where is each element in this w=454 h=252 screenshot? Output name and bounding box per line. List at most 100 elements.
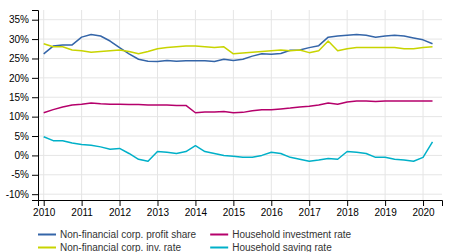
legend-label: Non-financial corp. profit share [60, 229, 197, 240]
legend-swatch [210, 247, 228, 249]
y-tick-mark [32, 39, 38, 40]
x-tick-mark [120, 200, 121, 206]
grid-line-y [38, 97, 442, 98]
grid-line-y [38, 174, 442, 175]
grid-line-y [38, 39, 442, 40]
grid-line-x [385, 10, 386, 200]
x-tick: 2012 [109, 200, 132, 218]
x-tick-label: 2019 [374, 207, 397, 218]
y-tick-label: 30% [9, 34, 29, 45]
y-tick-label: 20% [9, 73, 29, 84]
y-tick-mark [32, 175, 38, 176]
grid-line-x [233, 10, 234, 200]
x-tick: 2020 [412, 200, 435, 218]
grid [38, 10, 442, 200]
x-tick-mark [347, 200, 348, 206]
x-tick-mark [309, 200, 310, 206]
x-axis-line [39, 201, 443, 207]
legend-swatch [210, 234, 228, 236]
y-axis-line [32, 11, 39, 201]
x-tick: 2013 [147, 200, 170, 218]
y-tick-label: 10% [9, 111, 29, 122]
chart-container: 2010 2011 2012 2013 2014 2015 2016 2017 2018 2019… [0, 0, 454, 252]
x-tick-mark [44, 200, 45, 206]
y-tick: 15% [9, 92, 38, 103]
grid-line-x [271, 10, 272, 200]
y-tick: 5% [15, 131, 38, 142]
x-tick-mark [385, 200, 386, 206]
y-tick-label: 0% [15, 150, 30, 161]
lines [44, 34, 433, 161]
y-tick: 10% [9, 111, 38, 122]
x-tick-label: 2015 [223, 207, 246, 218]
y-tick-label: -10% [6, 189, 29, 200]
y-tick-mark [32, 20, 38, 21]
grid-line-x [423, 10, 424, 200]
y-tick-mark [32, 155, 38, 156]
series-line [44, 101, 433, 113]
y-tick-mark [32, 58, 38, 59]
grid-line-x [347, 10, 348, 200]
y-tick-label: 5% [15, 131, 30, 142]
y-tick-mark [32, 117, 38, 118]
y-tick-label: -5% [11, 169, 29, 180]
x-tick-label: 2020 [412, 207, 435, 218]
series-line [44, 137, 433, 161]
x-tick: 2015 [223, 200, 246, 218]
legend-item: Non-financial corp. profit share [38, 229, 197, 240]
legend-swatch [38, 247, 56, 249]
legend-swatch [38, 234, 56, 236]
x-tick-mark [271, 200, 272, 206]
x-tick-mark [157, 200, 158, 206]
x-tick-mark [423, 200, 424, 206]
legend: Non-financial corp. profit share Househol… [38, 229, 352, 252]
legend-label: Household investment rate [232, 229, 351, 240]
x-tick: 2019 [374, 200, 397, 218]
y-tick-mark [32, 194, 38, 195]
grid-line-y [38, 136, 442, 137]
legend-label: Non-financial corp. inv. rate [60, 242, 181, 252]
grid-line-x [309, 10, 310, 200]
x-tick-label: 2016 [261, 207, 284, 218]
legend-label: Household saving rate [232, 242, 332, 252]
x-axis: 2010 2011 2012 2013 2014 2015 2016 2017 2018 2019… [33, 200, 442, 218]
y-tick: -10% [6, 189, 38, 200]
x-tick: 2016 [261, 200, 284, 218]
series-line [44, 34, 433, 61]
legend-item: Household investment rate [210, 229, 351, 240]
x-tick-label: 2014 [185, 207, 208, 218]
legend-item: Non-financial corp. inv. rate [38, 242, 181, 252]
grid-line-x [43, 10, 44, 200]
grid-line-y [38, 155, 442, 156]
grid-line-y [38, 19, 442, 20]
x-tick-mark [82, 200, 83, 206]
grid-line-y [38, 77, 442, 78]
x-tick: 2011 [71, 200, 93, 218]
x-tick-label: 2012 [109, 207, 132, 218]
chart: 2010 2011 2012 2013 2014 2015 2016 2017 2018 2019… [0, 0, 454, 252]
x-tick-mark [233, 200, 234, 206]
series-line [44, 41, 433, 54]
legend-item: Household saving rate [210, 242, 332, 252]
grid-line-y [38, 58, 442, 59]
y-tick-mark [32, 97, 38, 98]
y-tick: 25% [9, 53, 38, 64]
x-tick-mark [195, 200, 196, 206]
x-tick-label: 2010 [33, 207, 56, 218]
x-tick-label: 2018 [337, 207, 360, 218]
x-tick: 2018 [337, 200, 360, 218]
y-tick-mark [32, 78, 38, 79]
y-tick-mark [32, 136, 38, 137]
plot: 2010 2011 2012 2013 2014 2015 2016 2017 2018 2019… [6, 10, 443, 218]
x-tick: 2017 [299, 200, 322, 218]
x-tick-label: 2013 [147, 207, 170, 218]
x-tick-label: 2011 [71, 207, 93, 218]
x-tick-label: 2017 [299, 207, 322, 218]
y-tick-label: 15% [9, 92, 29, 103]
grid-line-y [38, 116, 442, 117]
y-axis: -10%-5%0%5%10%15%20%25%30%35% [6, 11, 39, 201]
grid-line-y [38, 194, 442, 195]
x-tick: 2014 [185, 200, 208, 218]
grid-line-x [119, 10, 120, 200]
y-tick: -5% [11, 169, 38, 180]
